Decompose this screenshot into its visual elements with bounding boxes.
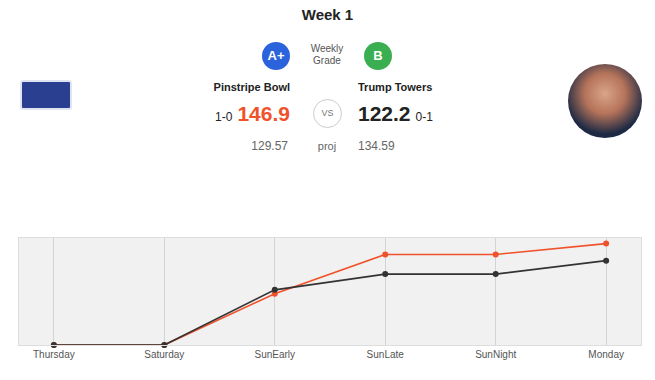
svg-text:Monday: Monday xyxy=(588,349,624,360)
html-text:Pinstripe Bowl: Pinstripe Bowl xyxy=(213,81,290,93)
html-text:122.2: 122.2 xyxy=(358,102,411,125)
html-text:129.57: 129.57 xyxy=(251,139,288,153)
html-text:proj: proj xyxy=(317,140,337,152)
svg-text:Saturday: Saturday xyxy=(144,349,184,360)
svg-text:Thursday: Thursday xyxy=(33,349,75,360)
html-text:134.59: 134.59 xyxy=(358,139,395,153)
html-text:A+: A+ xyxy=(267,48,285,63)
svg-text:SunNight: SunNight xyxy=(475,349,516,360)
html-text:Weekly Grade: Weekly Grade xyxy=(310,43,344,66)
html-text:Pinstripe Bowl: Pinstripe Bowl xyxy=(30,207,106,221)
html-text:0-1: 0-1 xyxy=(415,110,433,124)
html-text:146.9: 146.9 xyxy=(237,102,290,125)
svg-text:SunLate: SunLate xyxy=(367,349,405,360)
html-text:1-0: 1-0 xyxy=(215,110,233,124)
svg-text:SunEarly: SunEarly xyxy=(254,349,295,360)
html-text:B: B xyxy=(373,48,383,63)
html-text:Trump Towers: Trump Towers xyxy=(358,81,433,93)
html-text:Trump Towers: Trump Towers xyxy=(30,223,106,237)
html-text:VS: VS xyxy=(321,108,334,118)
html-text:Week 1: Week 1 xyxy=(301,6,354,23)
